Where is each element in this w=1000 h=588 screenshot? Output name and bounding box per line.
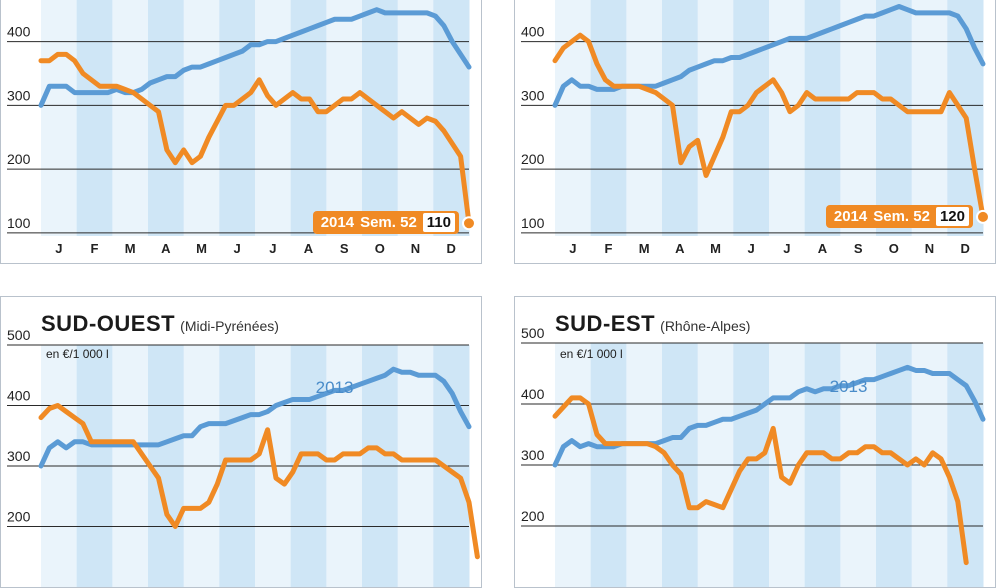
chart-2: 100 200 300 400 J F M A M J J A S O N D <box>521 0 990 256</box>
badge-year: 2014 <box>320 214 355 232</box>
month-band <box>41 0 78 236</box>
badge-week: Sem. 52 <box>360 214 417 232</box>
month-band <box>840 0 877 236</box>
month-label: J <box>748 241 755 256</box>
series-label-2013: 2013 <box>315 378 354 398</box>
month-label: F <box>91 241 99 256</box>
y-tick-label: 500 <box>521 325 545 341</box>
badge-week: Sem. 52 <box>873 207 930 225</box>
series-line-2013 <box>38 7 472 108</box>
month-band <box>769 0 806 236</box>
series-line-2014 <box>552 395 969 566</box>
month-label: M <box>639 241 650 256</box>
month-label: D <box>446 241 455 256</box>
month-label: N <box>411 241 420 256</box>
month-band <box>662 0 699 236</box>
chart-title: SUD-EST (Rhône-Alpes) <box>555 311 750 337</box>
month-label: M <box>196 241 207 256</box>
month-band <box>733 0 770 236</box>
y-tick-label: 100 <box>7 215 31 231</box>
badge-year: 2014 <box>833 207 868 225</box>
y-tick-label: 400 <box>521 386 545 402</box>
month-label: J <box>269 241 276 256</box>
month-band <box>876 0 913 236</box>
y-tick-label: 300 <box>7 448 31 464</box>
chart-panel-sud-ouest: 200 300 400 500 SUD-OUEST (Midi-Pyrénées) e… <box>0 296 482 588</box>
month-label: O <box>375 241 385 256</box>
series-end-marker <box>976 209 990 224</box>
y-tick-label: 200 <box>7 509 31 525</box>
month-band <box>326 0 363 236</box>
month-band <box>183 0 220 236</box>
series-end-marker <box>462 216 476 231</box>
chart-panel-1: 100 200 300 400 J F M A M J J A S O N D 2014 Sem. 52 11… <box>0 0 482 264</box>
month-band <box>76 0 113 236</box>
badge-2014: 2014 Sem. 52 120 <box>825 204 973 228</box>
month-band <box>555 0 592 236</box>
y-tick-label: 200 <box>7 151 31 167</box>
badge-2014: 2014 Sem. 52 110 <box>312 211 459 235</box>
y-tick-label: 200 <box>521 508 545 524</box>
month-label: J <box>783 241 790 256</box>
badge-value: 110 <box>422 213 455 233</box>
unit-label: en €/1 000 l <box>560 347 623 361</box>
month-label: F <box>605 241 613 256</box>
month-band <box>626 0 663 236</box>
month-band <box>911 0 948 236</box>
chart-1: 100 200 300 400 J F M A M J J A S O N D <box>7 0 476 256</box>
month-label: J <box>569 241 576 256</box>
y-tick-label: 400 <box>521 24 545 40</box>
y-tick-label: 300 <box>521 87 545 103</box>
month-label: A <box>675 241 685 256</box>
month-band <box>290 0 327 236</box>
month-band <box>112 0 149 236</box>
y-tick-label: 400 <box>7 388 31 404</box>
month-label: J <box>234 241 241 256</box>
chart-panel-2: 100 200 300 400 J F M A M J J A S O N D 2014 Sem. 52 12… <box>514 0 996 264</box>
series-label-2013: 2013 <box>829 376 868 396</box>
y-tick-label: 300 <box>7 87 31 103</box>
month-label: A <box>161 241 171 256</box>
month-label: D <box>960 241 969 256</box>
month-label: M <box>710 241 721 256</box>
badge-value: 120 <box>935 206 969 226</box>
y-tick-label: 500 <box>7 327 31 343</box>
y-tick-label: 100 <box>521 215 545 231</box>
unit-label: en €/1 000 l <box>46 347 109 361</box>
month-label: A <box>818 241 828 256</box>
month-label: J <box>55 241 62 256</box>
chart-title-main: SUD-EST <box>555 311 656 336</box>
month-label: S <box>854 241 863 256</box>
chart-title-sub: (Rhône-Alpes) <box>660 318 751 334</box>
month-band <box>148 0 185 236</box>
y-tick-label: 400 <box>7 24 31 40</box>
month-label: S <box>340 241 349 256</box>
month-label: A <box>304 241 314 256</box>
y-tick-label: 300 <box>521 447 545 463</box>
chart-sud-est: 200 300 400 500 <box>521 325 986 587</box>
month-label: N <box>925 241 934 256</box>
chart-title: SUD-OUEST (Midi-Pyrénées) <box>41 311 279 337</box>
series-line-2014 <box>38 403 480 560</box>
series-line-2014 <box>552 32 986 220</box>
series-line-2013 <box>38 366 472 469</box>
y-tick-label: 200 <box>521 151 545 167</box>
chart-sud-ouest: 200 300 400 500 <box>7 327 480 587</box>
series-line-2014 <box>38 51 472 226</box>
month-band <box>219 0 256 236</box>
chart-title-sub: (Midi-Pyrénées) <box>180 318 279 334</box>
month-label: M <box>125 241 136 256</box>
month-band <box>590 0 627 236</box>
chart-panel-sud-est: 200 300 400 500 SUD-EST (Rhône-Alpes) en €/… <box>514 296 996 588</box>
month-label: O <box>889 241 899 256</box>
chart-title-main: SUD-OUEST <box>41 311 176 336</box>
